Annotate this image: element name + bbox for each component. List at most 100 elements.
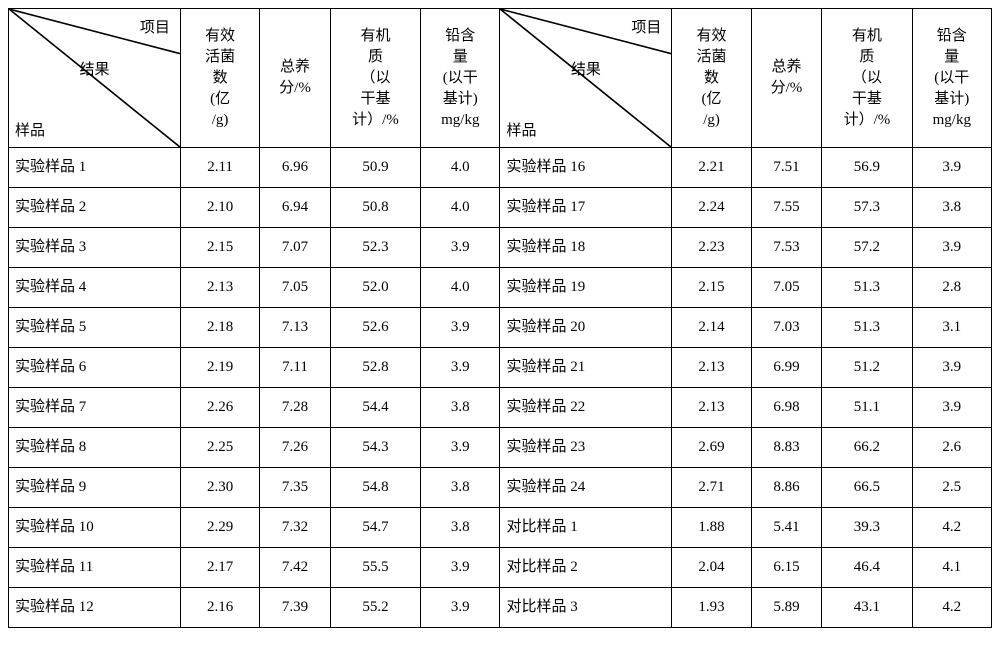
lead-cell: 3.9 bbox=[421, 548, 500, 588]
lead-cell: 4.0 bbox=[421, 188, 500, 228]
lead-cell: 4.2 bbox=[912, 588, 991, 628]
diag-label-project: 项目 bbox=[631, 19, 661, 39]
lead-cell: 3.8 bbox=[421, 508, 500, 548]
organic-cell: 52.8 bbox=[330, 348, 420, 388]
bacteria-cell: 2.29 bbox=[180, 508, 259, 548]
organic-cell: 51.2 bbox=[822, 348, 912, 388]
diag-header-right: 项目 结果 样品 bbox=[500, 9, 672, 148]
lead-cell: 3.9 bbox=[912, 388, 991, 428]
table-body: 实验样品 12.116.9650.94.0实验样品 162.217.5156.9… bbox=[9, 148, 992, 628]
col-bacteria-left: 有效活菌数(亿/g) bbox=[180, 9, 259, 148]
bacteria-cell: 2.25 bbox=[180, 428, 259, 468]
lead-cell: 3.8 bbox=[421, 388, 500, 428]
bacteria-cell: 2.19 bbox=[180, 348, 259, 388]
bacteria-cell: 2.21 bbox=[672, 148, 751, 188]
nutrient-cell: 6.96 bbox=[260, 148, 331, 188]
sample-cell: 实验样品 7 bbox=[9, 388, 181, 428]
bacteria-cell: 2.13 bbox=[180, 268, 259, 308]
sample-cell: 实验样品 20 bbox=[500, 308, 672, 348]
sample-cell: 实验样品 12 bbox=[9, 588, 181, 628]
lead-cell: 3.8 bbox=[421, 468, 500, 508]
bacteria-cell: 2.16 bbox=[180, 588, 259, 628]
nutrient-cell: 7.13 bbox=[260, 308, 331, 348]
sample-cell: 实验样品 10 bbox=[9, 508, 181, 548]
table-row: 实验样品 62.197.1152.83.9实验样品 212.136.9951.2… bbox=[9, 348, 992, 388]
sample-cell: 实验样品 17 bbox=[500, 188, 672, 228]
table-row: 实验样品 92.307.3554.83.8实验样品 242.718.8666.5… bbox=[9, 468, 992, 508]
lead-cell: 4.0 bbox=[421, 148, 500, 188]
table-row: 实验样品 102.297.3254.73.8对比样品 11.885.4139.3… bbox=[9, 508, 992, 548]
table-row: 实验样品 42.137.0552.04.0实验样品 192.157.0551.3… bbox=[9, 268, 992, 308]
sample-cell: 对比样品 2 bbox=[500, 548, 672, 588]
nutrient-cell: 7.55 bbox=[751, 188, 822, 228]
table-row: 实验样品 112.177.4255.53.9对比样品 22.046.1546.4… bbox=[9, 548, 992, 588]
bacteria-cell: 1.88 bbox=[672, 508, 751, 548]
organic-cell: 54.3 bbox=[330, 428, 420, 468]
sample-cell: 实验样品 1 bbox=[9, 148, 181, 188]
nutrient-cell: 8.83 bbox=[751, 428, 822, 468]
nutrient-cell: 7.07 bbox=[260, 228, 331, 268]
lead-cell: 3.9 bbox=[912, 228, 991, 268]
lead-cell: 2.6 bbox=[912, 428, 991, 468]
col-organic-right: 有机质（以干基计）/% bbox=[822, 9, 912, 148]
header-row: 项目 结果 样品 有效活菌数(亿/g) 总养分/% 有机质（以干基计）/% 铅含… bbox=[9, 9, 992, 148]
organic-cell: 66.2 bbox=[822, 428, 912, 468]
bacteria-cell: 2.04 bbox=[672, 548, 751, 588]
bacteria-cell: 2.14 bbox=[672, 308, 751, 348]
sample-cell: 实验样品 2 bbox=[9, 188, 181, 228]
organic-cell: 51.1 bbox=[822, 388, 912, 428]
organic-cell: 50.8 bbox=[330, 188, 420, 228]
nutrient-cell: 7.11 bbox=[260, 348, 331, 388]
organic-cell: 54.7 bbox=[330, 508, 420, 548]
organic-cell: 57.3 bbox=[822, 188, 912, 228]
diag-label-sample: 样品 bbox=[506, 122, 536, 142]
nutrient-cell: 7.03 bbox=[751, 308, 822, 348]
bacteria-cell: 2.26 bbox=[180, 388, 259, 428]
table-row: 实验样品 82.257.2654.33.9实验样品 232.698.8366.2… bbox=[9, 428, 992, 468]
sample-cell: 实验样品 18 bbox=[500, 228, 672, 268]
organic-cell: 54.4 bbox=[330, 388, 420, 428]
table-row: 实验样品 72.267.2854.43.8实验样品 222.136.9851.1… bbox=[9, 388, 992, 428]
sample-cell: 实验样品 21 bbox=[500, 348, 672, 388]
sample-cell: 实验样品 3 bbox=[9, 228, 181, 268]
sample-cell: 实验样品 22 bbox=[500, 388, 672, 428]
bacteria-cell: 2.30 bbox=[180, 468, 259, 508]
col-lead-right: 铅含量(以干基计)mg/kg bbox=[912, 9, 991, 148]
nutrient-cell: 6.98 bbox=[751, 388, 822, 428]
organic-cell: 57.2 bbox=[822, 228, 912, 268]
lead-cell: 2.5 bbox=[912, 468, 991, 508]
bacteria-cell: 2.24 bbox=[672, 188, 751, 228]
col-bacteria-right: 有效活菌数(亿/g) bbox=[672, 9, 751, 148]
diag-header-left: 项目 结果 样品 bbox=[9, 9, 181, 148]
bacteria-cell: 2.71 bbox=[672, 468, 751, 508]
nutrient-cell: 7.32 bbox=[260, 508, 331, 548]
organic-cell: 55.5 bbox=[330, 548, 420, 588]
nutrient-cell: 7.39 bbox=[260, 588, 331, 628]
nutrient-cell: 7.35 bbox=[260, 468, 331, 508]
lead-cell: 3.9 bbox=[421, 228, 500, 268]
organic-cell: 56.9 bbox=[822, 148, 912, 188]
sample-cell: 实验样品 8 bbox=[9, 428, 181, 468]
table-row: 实验样品 52.187.1352.63.9实验样品 202.147.0351.3… bbox=[9, 308, 992, 348]
organic-cell: 46.4 bbox=[822, 548, 912, 588]
organic-cell: 51.3 bbox=[822, 308, 912, 348]
col-organic-left: 有机质（以干基计）/% bbox=[330, 9, 420, 148]
sample-cell: 对比样品 3 bbox=[500, 588, 672, 628]
bacteria-cell: 2.18 bbox=[180, 308, 259, 348]
nutrient-cell: 7.53 bbox=[751, 228, 822, 268]
organic-cell: 66.5 bbox=[822, 468, 912, 508]
organic-cell: 55.2 bbox=[330, 588, 420, 628]
sample-cell: 实验样品 5 bbox=[9, 308, 181, 348]
bacteria-cell: 2.15 bbox=[672, 268, 751, 308]
lead-cell: 3.9 bbox=[912, 348, 991, 388]
organic-cell: 51.3 bbox=[822, 268, 912, 308]
diag-label-sample: 样品 bbox=[15, 122, 45, 142]
lead-cell: 4.2 bbox=[912, 508, 991, 548]
table-row: 实验样品 32.157.0752.33.9实验样品 182.237.5357.2… bbox=[9, 228, 992, 268]
nutrient-cell: 6.94 bbox=[260, 188, 331, 228]
organic-cell: 52.6 bbox=[330, 308, 420, 348]
bacteria-cell: 2.13 bbox=[672, 388, 751, 428]
lead-cell: 3.8 bbox=[912, 188, 991, 228]
lead-cell: 4.1 bbox=[912, 548, 991, 588]
nutrient-cell: 7.28 bbox=[260, 388, 331, 428]
